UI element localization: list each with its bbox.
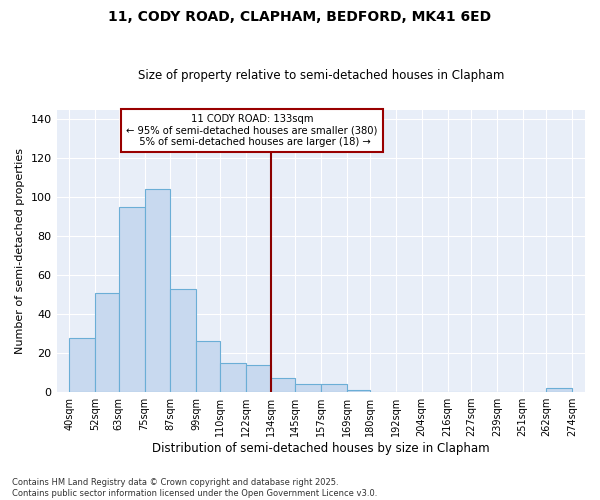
Bar [70,338,95,392]
Text: Contains HM Land Registry data © Crown copyright and database right 2025.
Contai: Contains HM Land Registry data © Crown c… [12,478,377,498]
Y-axis label: Number of semi-detached properties: Number of semi-detached properties [15,148,25,354]
Bar [145,190,170,392]
Bar [347,390,370,392]
Bar [119,207,145,392]
Bar [170,289,196,392]
Bar [271,378,295,392]
Title: Size of property relative to semi-detached houses in Clapham: Size of property relative to semi-detach… [137,69,504,82]
X-axis label: Distribution of semi-detached houses by size in Clapham: Distribution of semi-detached houses by … [152,442,490,455]
Bar [547,388,572,392]
Bar [220,363,245,392]
Bar [196,342,220,392]
Bar [95,292,119,392]
Bar [295,384,321,392]
Bar [245,365,271,392]
Text: 11, CODY ROAD, CLAPHAM, BEDFORD, MK41 6ED: 11, CODY ROAD, CLAPHAM, BEDFORD, MK41 6E… [109,10,491,24]
Bar [321,384,347,392]
Text: 11 CODY ROAD: 133sqm
← 95% of semi-detached houses are smaller (380)
  5% of sem: 11 CODY ROAD: 133sqm ← 95% of semi-detac… [127,114,378,147]
